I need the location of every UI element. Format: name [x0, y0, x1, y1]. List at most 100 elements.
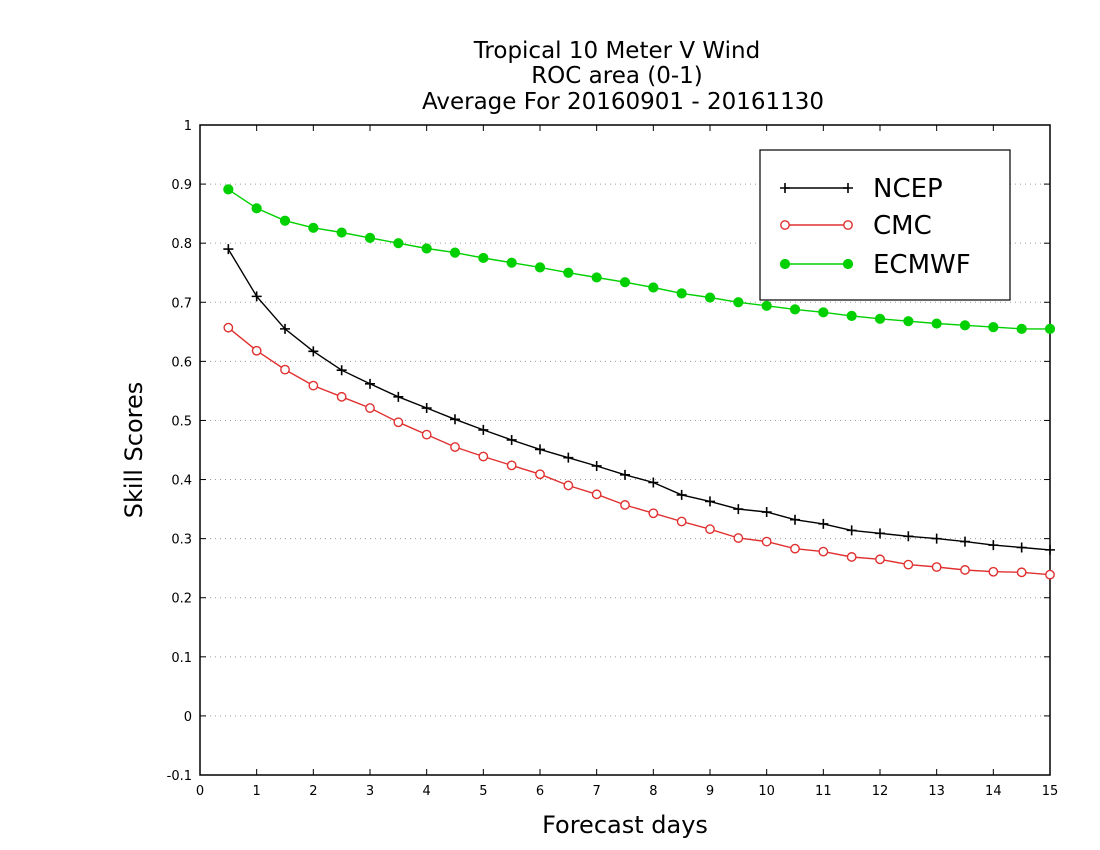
series-cmc-point: [931, 562, 942, 572]
series-ncep-point: [478, 424, 489, 435]
x-tick-label: 15: [1042, 784, 1059, 799]
series-ecmwf-point: [223, 184, 234, 195]
x-axis-ticks: 0 1 2 3 4 5 6 7 8 9 10 11 12 13 14 15: [196, 125, 1058, 799]
series-ecmwf-point: [619, 277, 631, 288]
series-ncep-point: [308, 346, 319, 357]
series-ecmwf-point: [449, 247, 461, 258]
series-ncep-point: [535, 444, 545, 455]
series-ecmwf: [223, 184, 1056, 334]
legend-swatch-cmc-marker: [780, 220, 790, 230]
series-cmc-point: [251, 345, 262, 356]
series-cmc-point: [365, 403, 375, 413]
series-ncep-point: [393, 391, 404, 402]
series-cmc-point: [478, 451, 489, 462]
series-ecmwf-point: [1016, 323, 1027, 334]
series-ncep-point: [676, 489, 687, 500]
series-cmc-point: [676, 516, 687, 527]
series-ecmwf-point: [534, 262, 546, 273]
x-axis-label: Forecast days: [542, 811, 708, 839]
series-cmc-point: [563, 480, 574, 491]
legend-entry-ncep: NCEP: [780, 174, 943, 204]
x-tick-label: 3: [366, 784, 374, 799]
series-cmc-point: [1045, 569, 1055, 580]
x-tick-label: 10: [758, 784, 775, 799]
legend: NCEP CMC ECMWF: [759, 149, 1011, 301]
series-ncep-point: [903, 531, 914, 542]
y-tick-label: 0.9: [171, 178, 192, 193]
series-ncep-point: [280, 323, 290, 334]
y-tick-label: -0.1: [167, 769, 192, 784]
series-ncep-point: [506, 434, 517, 445]
series-ecmwf-point: [846, 310, 857, 321]
series-ncep-point: [421, 403, 432, 414]
series-ecmwf-point: [308, 222, 319, 233]
data-series: [223, 184, 1056, 580]
legend-entry-ecmwf: ECMWF: [779, 250, 971, 280]
x-tick-label: 1: [253, 784, 261, 799]
series-cmc-point: [1016, 567, 1027, 578]
series-ecmwf-point: [733, 297, 744, 308]
series-ecmwf-point: [818, 307, 829, 318]
series-ecmwf-point: [959, 320, 971, 331]
series-cmc-point: [421, 429, 432, 440]
legend-swatch-ncep-marker: [780, 183, 790, 193]
series-ncep-point: [761, 507, 772, 518]
series-ncep-point: [648, 477, 659, 488]
legend-box: [759, 149, 1011, 301]
series-ecmwf-point: [279, 215, 291, 226]
chart-title: Tropical 10 Meter V Wind ROC area (0-1) …: [422, 38, 824, 115]
series-ncep-point: [705, 496, 715, 507]
series-cmc-point: [903, 559, 914, 570]
series-ncep-point: [1045, 544, 1055, 555]
legend-entries: NCEP CMC ECMWF: [779, 174, 971, 280]
series-ncep-point: [931, 533, 942, 544]
series-ncep-point: [563, 452, 574, 463]
series-ecmwf-point: [988, 321, 999, 333]
legend-swatch-ecmwf-marker: [842, 258, 854, 270]
x-tick-label: 11: [815, 784, 832, 799]
x-tick-label: 4: [423, 784, 431, 799]
series-ncep-point: [223, 244, 234, 255]
series-cmc-point: [705, 524, 715, 535]
series-cmc-point: [818, 546, 829, 557]
series-cmc-point: [620, 500, 630, 510]
series-ncep-point: [620, 469, 630, 480]
y-tick-label: 0.6: [171, 355, 192, 370]
legend-label-ecmwf: ECMWF: [873, 250, 971, 280]
series-ecmwf-point: [336, 227, 347, 238]
series-ecmwf-point: [676, 288, 687, 299]
series-ncep-point: [790, 514, 800, 525]
series-ecmwf-point: [506, 257, 517, 268]
x-tick-label: 6: [536, 784, 544, 799]
series-ecmwf-point: [648, 282, 659, 293]
y-tick-label: 0.5: [171, 414, 192, 429]
series-cmc-point: [648, 508, 659, 519]
series-ecmwf-point: [591, 272, 602, 283]
title-line-1: Tropical 10 Meter V Wind: [473, 38, 760, 64]
legend-label-ncep: NCEP: [873, 174, 943, 204]
legend-entry-cmc: CMC: [780, 211, 932, 241]
series-ncep-point: [365, 378, 375, 389]
series-cmc-point: [846, 552, 857, 562]
series-cmc-point: [280, 364, 290, 375]
series-ecmwf-point: [478, 252, 489, 264]
series-ncep-point: [591, 460, 602, 471]
x-tick-label: 14: [985, 784, 1002, 799]
series-ecmwf-point: [421, 243, 432, 254]
series-ncep-point: [733, 504, 744, 515]
series-ecmwf-point: [874, 313, 886, 324]
series-ncep-point: [251, 291, 262, 302]
series-cmc-point: [591, 489, 602, 500]
title-line-3: Average For 20160901 - 20161130: [422, 89, 824, 115]
series-ecmwf-point: [364, 232, 376, 243]
x-tick-label: 7: [593, 784, 601, 799]
series-ncep-point: [1016, 542, 1027, 553]
series-ncep-point: [818, 518, 829, 529]
series-ecmwf-point: [789, 304, 801, 315]
series-cmc-point: [308, 380, 319, 391]
y-tick-label: 0.3: [171, 533, 192, 548]
x-tick-label: 12: [872, 784, 889, 799]
x-tick-label: 5: [479, 784, 487, 799]
title-line-2: ROC area (0-1): [531, 63, 703, 89]
